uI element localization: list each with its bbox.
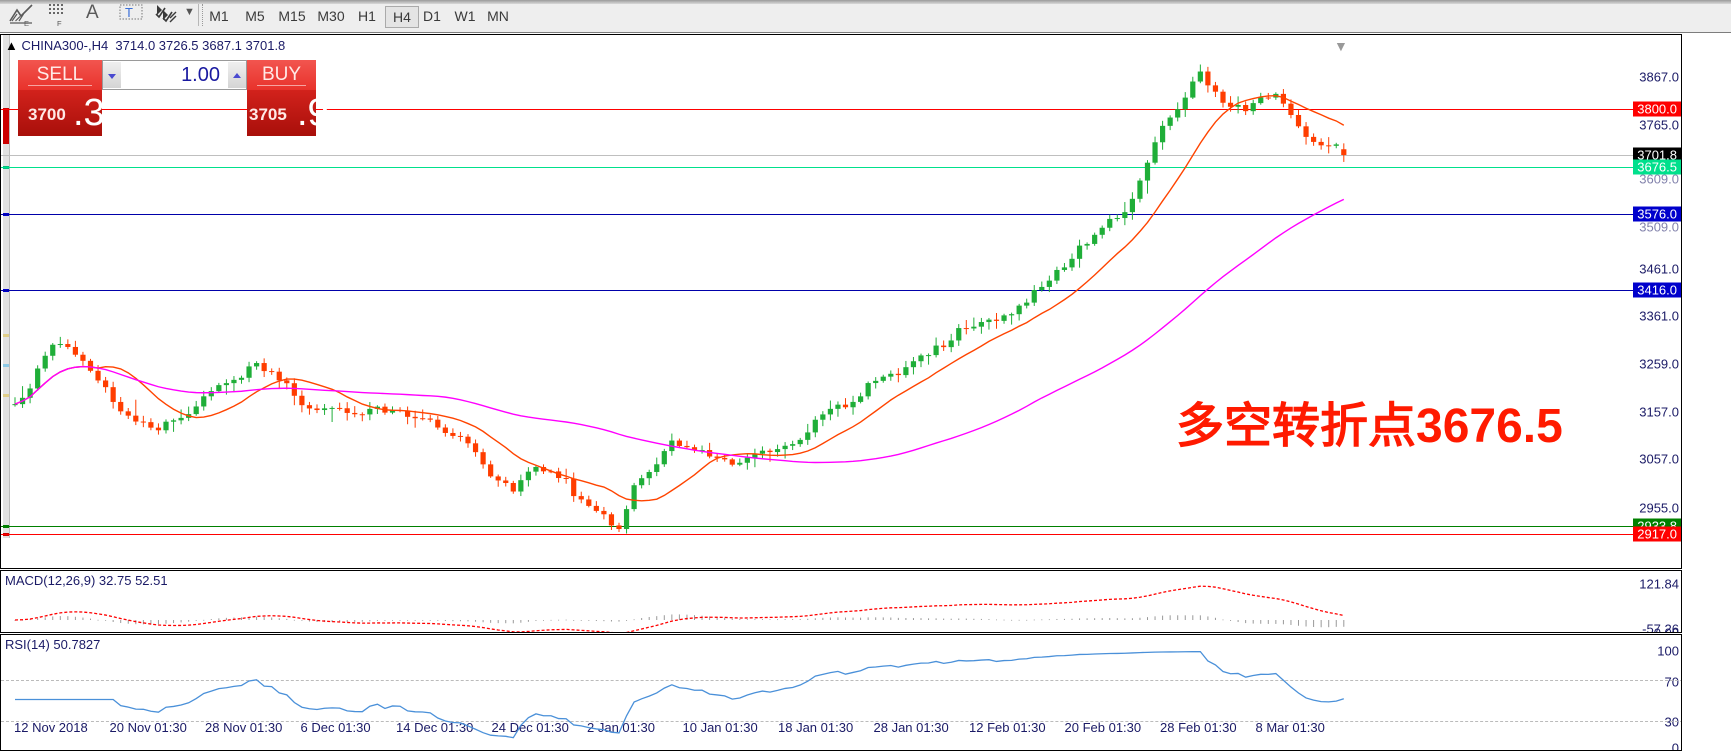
svg-text:F: F [57, 19, 62, 26]
svg-text:E: E [24, 19, 29, 26]
svg-text:T: T [125, 5, 133, 20]
